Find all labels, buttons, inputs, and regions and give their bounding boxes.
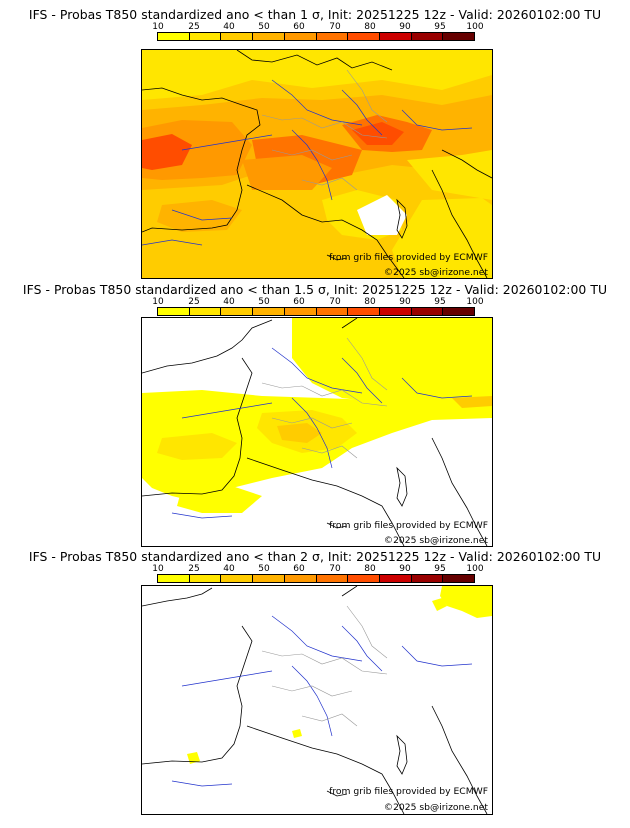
colorbar-tick: 40 [223,297,235,307]
colorbar-tick: 50 [258,297,270,307]
colorbar-tick: 100 [466,297,484,307]
colorbar-tick: 95 [434,22,446,32]
colorbar-swatch [411,575,444,582]
copyright: ©2025 sb@irizone.net [383,267,488,278]
colorbar-swatch [379,33,412,40]
colorbar-tick: 70 [329,22,341,32]
colorbar-swatch [411,33,444,40]
colorbar-tick: 10 [152,297,164,307]
colorbar-tick: 50 [258,22,270,32]
colorbar-tick: 60 [293,22,305,32]
colorbar-tick: 70 [329,297,341,307]
colorbar-tick: 40 [223,564,235,574]
colorbar-swatch [348,575,380,582]
panel-title: IFS - Probas T850 standardized ano < tha… [22,282,608,297]
colorbar-tick: 40 [223,22,235,32]
colorbar-tick: 90 [399,22,411,32]
colorbar-tick: 10 [152,564,164,574]
colorbar-ticks: 10 25 40 50 60 70 80 90 95 100 [152,22,485,33]
colorbar-swatch [443,308,475,315]
colorbar-swatch [253,575,285,582]
colorbar-swatch [379,575,412,582]
data-credit: from grib files provided by ECMWF [329,786,488,797]
colorbar-tick: 80 [364,564,376,574]
probability-map: from grib files provided by ECMWF ©2025 … [141,49,493,279]
colorbar-tick: 25 [188,564,200,574]
colorbar-swatch [253,33,285,40]
colorbar [157,307,475,316]
colorbar-tick: 25 [188,297,200,307]
colorbar [157,32,475,41]
colorbar-tick: 10 [152,22,164,32]
colorbar-swatch [348,308,380,315]
map-svg [142,586,492,814]
copyright: ©2025 sb@irizone.net [383,802,488,813]
colorbar-swatch [158,575,190,582]
colorbar-swatch [189,575,222,582]
data-credit: from grib files provided by ECMWF [329,520,488,531]
colorbar-tick: 80 [364,297,376,307]
colorbar-tick: 80 [364,22,376,32]
colorbar-swatch [443,575,475,582]
map-svg [142,50,492,278]
colorbar-tick: 90 [399,297,411,307]
colorbar [157,574,475,583]
panel-1-5sigma: IFS - Probas T850 standardized ano < tha… [0,282,630,548]
colorbar-swatch [221,575,254,582]
colorbar-swatch [284,575,317,582]
colorbar-swatch [158,33,190,40]
colorbar-tick: 100 [466,564,484,574]
colorbar-tick: 90 [399,564,411,574]
data-credit: from grib files provided by ECMWF [329,252,488,263]
probability-map: from grib files provided by ECMWF ©2025 … [141,317,493,547]
colorbar-swatch [189,33,222,40]
colorbar-swatch [316,575,349,582]
colorbar-swatch [253,308,285,315]
colorbar-tick: 100 [466,22,484,32]
panel-1sigma: IFS - Probas T850 standardized ano < tha… [0,7,630,279]
colorbar-swatch [221,308,254,315]
colorbar-tick: 60 [293,564,305,574]
colorbar-swatch [221,33,254,40]
probability-map: from grib files provided by ECMWF ©2025 … [141,585,493,815]
colorbar-tick: 50 [258,564,270,574]
colorbar-tick: 70 [329,564,341,574]
panel-2sigma: IFS - Probas T850 standardized ano < tha… [0,549,630,819]
colorbar-tick: 95 [434,564,446,574]
colorbar-swatch [443,33,475,40]
colorbar-swatch [411,308,444,315]
colorbar-tick: 60 [293,297,305,307]
panel-title: IFS - Probas T850 standardized ano < tha… [28,549,602,564]
colorbar-swatch [284,33,317,40]
copyright: ©2025 sb@irizone.net [383,535,488,546]
panel-title: IFS - Probas T850 standardized ano < tha… [28,7,602,22]
colorbar-tick: 95 [434,297,446,307]
colorbar-swatch [284,308,317,315]
colorbar-swatch [189,308,222,315]
colorbar-swatch [316,33,349,40]
colorbar-tick: 25 [188,22,200,32]
colorbar-swatch [348,33,380,40]
colorbar-swatch [158,308,190,315]
colorbar-ticks: 10 25 40 50 60 70 80 90 95 100 [152,564,485,575]
colorbar-swatch [316,308,349,315]
map-svg [142,318,492,546]
colorbar-ticks: 10 25 40 50 60 70 80 90 95 100 [152,297,485,308]
colorbar-swatch [379,308,412,315]
